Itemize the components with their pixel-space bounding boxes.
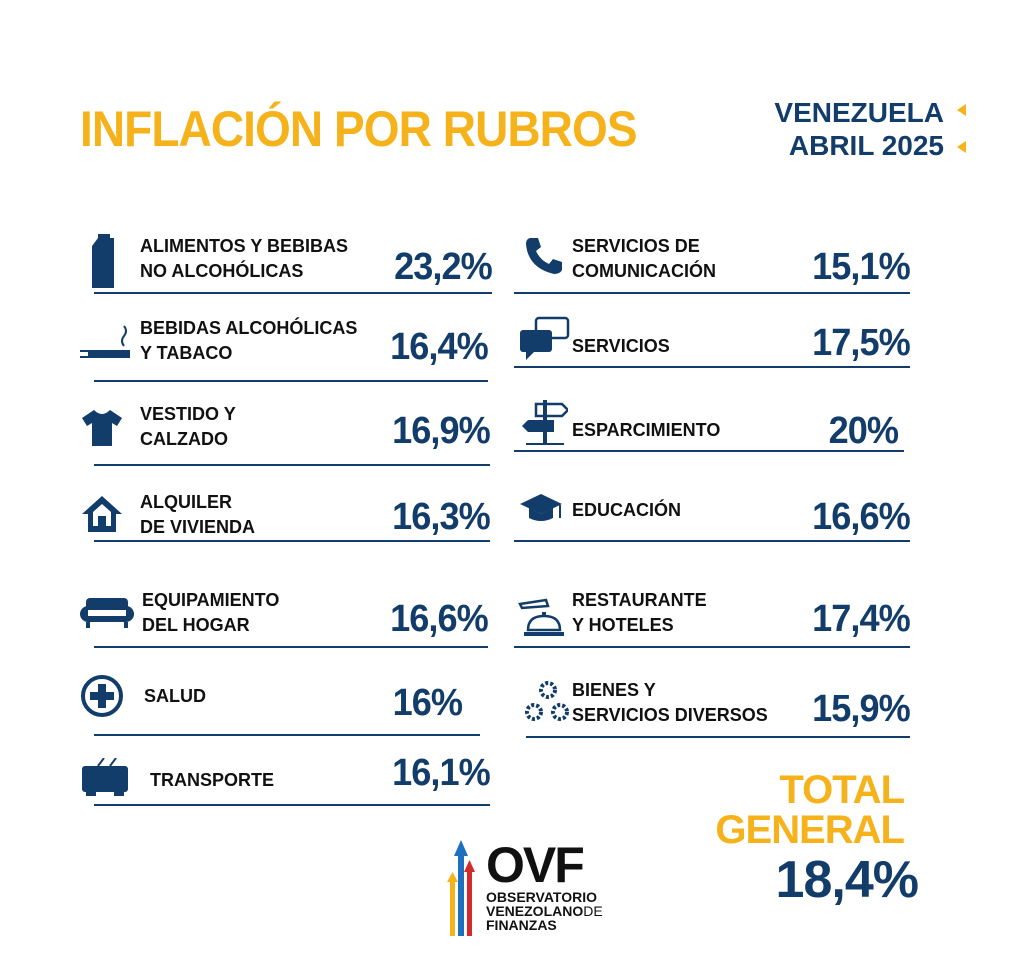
category-value: 16,6% <box>812 496 911 538</box>
category-value: 16,9% <box>392 410 491 452</box>
ovf-logo: OVF OBSERVATORIO VENEZOLANODE FINANZAS <box>446 837 616 938</box>
category-label: EQUIPAMIENTO DEL HOGAR <box>142 590 280 635</box>
service-bell-icon <box>516 594 564 638</box>
category-value: 16,1% <box>392 752 491 794</box>
divider <box>514 450 904 452</box>
category-item: SALUD 16% <box>80 668 480 738</box>
category-label: SERVICIOS DE COMUNICACIÓN <box>572 236 716 281</box>
phone-icon <box>524 236 568 280</box>
triangle-marker-icon <box>957 104 966 116</box>
category-item: ALIMENTOS Y BEBIBAS NO ALCOHÓLICAS 23,2% <box>80 226 493 296</box>
gears-icon <box>524 680 569 724</box>
signpost-icon <box>522 398 568 445</box>
total-label: TOTAL GENERAL <box>715 768 905 852</box>
category-label: SERVICIOS <box>572 336 670 356</box>
category-item: ESPARCIMIENTO 20% <box>514 396 904 466</box>
divider <box>526 736 910 738</box>
category-value: 17,5% <box>812 322 911 364</box>
health-plus-icon <box>80 674 124 718</box>
category-label: TRANSPORTE <box>150 770 275 790</box>
bus-icon <box>80 758 128 802</box>
divider <box>94 734 480 736</box>
category-label: EDUCACIÓN <box>572 500 682 520</box>
house-icon <box>80 494 124 538</box>
logo-line2: VENEZOLANO <box>486 903 584 919</box>
category-item: RESTAURANTE Y HOTELES 17,4% <box>514 580 911 650</box>
tshirt-icon <box>80 408 124 452</box>
cigarette-icon <box>80 322 130 366</box>
category-value: 23,2% <box>394 246 493 288</box>
category-label: ALQUILER DE VIVIENDA <box>140 492 256 537</box>
divider <box>94 804 490 806</box>
category-value: 16,3% <box>392 496 491 538</box>
divider <box>94 646 488 648</box>
divider <box>94 292 492 294</box>
category-item: SERVICIOS DE COMUNICACIÓN 15,1% <box>514 226 911 296</box>
category-label: ALIMENTOS Y BEBIBAS NO ALCOHÓLICAS <box>140 236 349 281</box>
page-title: INFLACIÓN POR RUBROS <box>80 101 638 157</box>
category-item: EDUCACIÓN 16,6% <box>514 480 911 550</box>
logo-line3: FINANZAS <box>486 917 557 933</box>
period-label: ABRIL 2025 <box>788 130 944 161</box>
category-value: 15,1% <box>812 246 911 288</box>
milk-carton-icon <box>80 234 124 288</box>
category-label: BEBIDAS ALCOHÓLICAS Y TABACO <box>140 318 358 363</box>
divider <box>94 540 490 542</box>
category-value: 16,6% <box>390 598 489 640</box>
total-value: 18,4% <box>775 851 919 909</box>
country-label: VENEZUELA <box>774 97 944 128</box>
category-label: ESPARCIMIENTO <box>572 420 721 440</box>
category-value: 16% <box>392 682 463 724</box>
category-item: SERVICIOS 17,5% <box>514 312 911 382</box>
divider <box>94 380 488 382</box>
category-value: 15,9% <box>812 688 911 730</box>
location-block: VENEZUELA ABRIL 2025 <box>774 96 944 162</box>
arrows-logo-icon <box>447 840 475 936</box>
category-value: 20% <box>828 410 899 452</box>
graduation-cap-icon <box>518 490 562 534</box>
category-item: VESTIDO Y CALZADO 16,9% <box>80 396 491 466</box>
category-item: ALQUILER DE VIVIENDA 16,3% <box>80 480 491 550</box>
divider <box>514 366 910 368</box>
divider <box>94 464 490 466</box>
logo-line2-suffix: DE <box>583 903 603 919</box>
category-label: BIENES Y SERVICIOS DIVERSOS <box>572 680 768 725</box>
category-item: TRANSPORTE 16,1% <box>80 744 491 814</box>
category-label: RESTAURANTE Y HOTELES <box>572 590 707 635</box>
total-label-line1: TOTAL <box>779 768 905 812</box>
category-label: SALUD <box>144 686 206 706</box>
category-item: BEBIDAS ALCOHÓLICAS Y TABACO 16,4% <box>80 312 489 382</box>
divider <box>514 292 910 294</box>
chat-bubbles-icon <box>518 316 570 360</box>
divider <box>514 540 910 542</box>
logo-line1: OBSERVATORIO <box>486 889 597 905</box>
category-value: 17,4% <box>812 598 911 640</box>
divider <box>514 646 910 648</box>
category-label: VESTIDO Y CALZADO <box>140 404 236 449</box>
total-label-line2: GENERAL <box>715 808 905 852</box>
triangle-marker-icon <box>957 141 966 153</box>
category-value: 16,4% <box>390 326 489 368</box>
category-item: EQUIPAMIENTO DEL HOGAR 16,6% <box>80 580 489 650</box>
category-item: BIENES Y SERVICIOS DIVERSOS 15,9% <box>514 670 911 740</box>
logo-name: OVF <box>486 837 585 893</box>
logo-subtitle: OBSERVATORIO VENEZOLANODE FINANZAS <box>486 890 603 932</box>
sofa-icon <box>80 594 134 638</box>
